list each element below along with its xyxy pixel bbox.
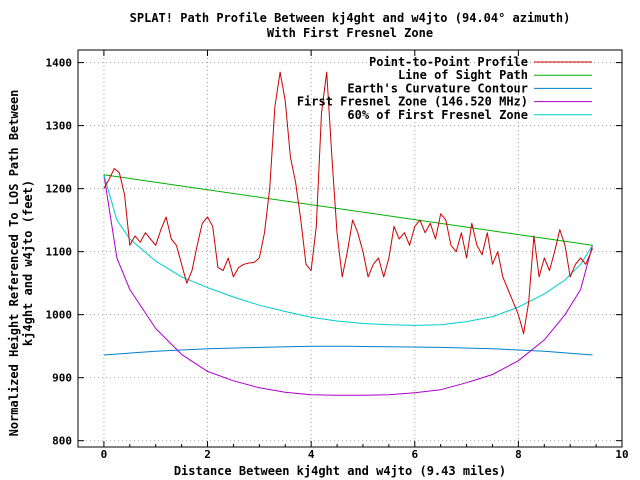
y-tick-label-6: 1400 xyxy=(46,57,73,70)
y-tick-label-2: 1000 xyxy=(46,309,73,322)
x-tick-label-0: 0 xyxy=(101,448,108,461)
legend-label-4: 60% of First Fresnel Zone xyxy=(347,108,528,122)
y-axis-label-line2: kj4ght and w4jto (feet) xyxy=(21,180,35,346)
legend-label-3: First Fresnel Zone (146.520 MHz) xyxy=(297,95,528,109)
x-axis-label: Distance Between kj4ght and w4jto (9.43 … xyxy=(174,464,506,478)
plot-border xyxy=(77,49,623,448)
x-tick-label-2: 4 xyxy=(308,448,315,461)
plot-frame xyxy=(77,49,623,448)
legend-label-0: Point-to-Point Profile xyxy=(369,55,528,69)
y-tick-label-4: 1200 xyxy=(46,183,73,196)
y-tick-label-3: 1100 xyxy=(46,246,73,259)
grid-lines xyxy=(78,50,623,447)
series-line-3 xyxy=(103,174,593,396)
legend-label-1: Line of Sight Path xyxy=(398,68,528,82)
series-line-2 xyxy=(103,345,593,356)
series-line-1 xyxy=(103,174,593,246)
y-tick-label-0: 800 xyxy=(52,435,72,448)
y-tick-label-5: 1300 xyxy=(46,120,73,133)
chart-subtitle: With First Fresnel Zone xyxy=(267,26,433,40)
x-tick-label-5: 10 xyxy=(615,448,628,461)
y-tick-label-1: 900 xyxy=(52,372,72,385)
series-line-4 xyxy=(103,174,593,326)
legend-label-2: Earth's Curvature Contour xyxy=(347,81,528,95)
x-tick-label-1: 2 xyxy=(204,448,211,461)
series-line-0 xyxy=(103,71,593,335)
x-tick-label-3: 6 xyxy=(411,448,418,461)
x-tick-label-4: 8 xyxy=(515,448,522,461)
series-layer xyxy=(103,71,593,396)
chart-title: SPLAT! Path Profile Between kj4ght and w… xyxy=(130,11,571,25)
y-axis-label-line1: Normalized Height Referenced To LOS Path… xyxy=(7,90,21,437)
axis-ticks: 0 2 4 6 8 10 800 900 1000 1100 1200 1300 1400 xyxy=(46,50,629,461)
